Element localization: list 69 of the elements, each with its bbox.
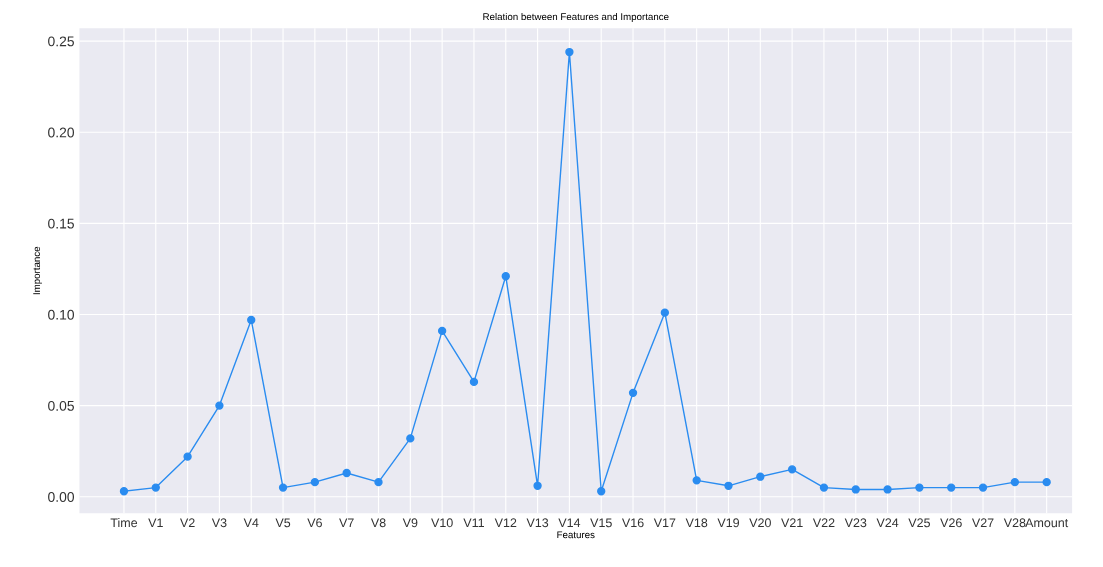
- point: [278, 483, 288, 492]
- point: [819, 483, 829, 492]
- point: [628, 388, 638, 398]
- x-tick-label: V5: [275, 518, 291, 528]
- x-tick-label: V16: [621, 518, 644, 528]
- point: [119, 487, 129, 496]
- x-tick-label: V17: [653, 518, 676, 528]
- point: [947, 483, 956, 492]
- point: [533, 481, 542, 490]
- point: [310, 477, 320, 487]
- x-axis-title: Features: [557, 531, 595, 539]
- point: [565, 47, 574, 57]
- x-tick-label: V4: [243, 518, 259, 528]
- point: [692, 476, 701, 485]
- x-tick-label: V6: [307, 518, 322, 528]
- x-tick-label: V20: [749, 518, 771, 528]
- point: [1042, 477, 1051, 487]
- point: [501, 272, 510, 281]
- point: [406, 434, 415, 443]
- x-tick-label: V13: [526, 518, 549, 528]
- point: [215, 401, 224, 410]
- point: [342, 468, 351, 478]
- x-tick-label: V27: [971, 518, 994, 528]
- y-tick-label: 0.15: [48, 218, 74, 229]
- point: [851, 485, 860, 494]
- point: [469, 377, 479, 387]
- chart-title: Relation between Features and Importance: [483, 12, 669, 23]
- y-tick-label: 0.20: [48, 127, 75, 138]
- x-tick-label: Time: [110, 518, 138, 528]
- x-tick-label: V7: [339, 518, 354, 528]
- point: [374, 477, 383, 487]
- x-tick-label: V2: [180, 518, 195, 528]
- x-tick-label: V9: [402, 518, 418, 528]
- y-tick-label: 0.00: [48, 492, 75, 502]
- point: [787, 465, 797, 474]
- x-tick-label: V21: [781, 518, 803, 528]
- x-tick-label: V28: [1003, 518, 1026, 528]
- point: [978, 483, 988, 492]
- x-tick-label: Amount: [1025, 518, 1069, 528]
- point: [151, 483, 160, 492]
- y-tick-label: 0.25: [48, 36, 74, 47]
- point: [437, 326, 447, 336]
- point: [915, 483, 924, 492]
- x-tick-label: V26: [940, 518, 962, 528]
- x-tick-label: V12: [494, 518, 517, 528]
- x-tick-label: V15: [590, 518, 612, 528]
- point: [183, 452, 192, 461]
- point: [660, 308, 670, 317]
- x-tick-label: V22: [812, 518, 835, 528]
- y-tick-label: 0.10: [48, 309, 75, 320]
- point: [756, 472, 765, 481]
- x-tick-label: V19: [717, 518, 740, 528]
- point: [1010, 477, 1020, 487]
- x-tick-label: V24: [876, 518, 899, 528]
- x-tick-label: V25: [908, 518, 930, 528]
- point: [247, 315, 256, 325]
- y-tick-label: 0.05: [48, 400, 74, 411]
- point: [724, 481, 733, 490]
- x-tick-label: V1: [148, 518, 163, 528]
- y-axis-title: Importance: [33, 246, 42, 295]
- x-tick-label: V23: [844, 518, 867, 528]
- x-tick-label: V14: [558, 518, 581, 528]
- point: [883, 485, 892, 494]
- x-tick-label: V10: [431, 518, 453, 528]
- x-tick-label: V3: [211, 518, 227, 528]
- x-tick-label: V18: [685, 518, 708, 528]
- x-tick-label: V8: [370, 518, 386, 528]
- point: [597, 487, 606, 496]
- x-tick-label: V11: [463, 518, 484, 528]
